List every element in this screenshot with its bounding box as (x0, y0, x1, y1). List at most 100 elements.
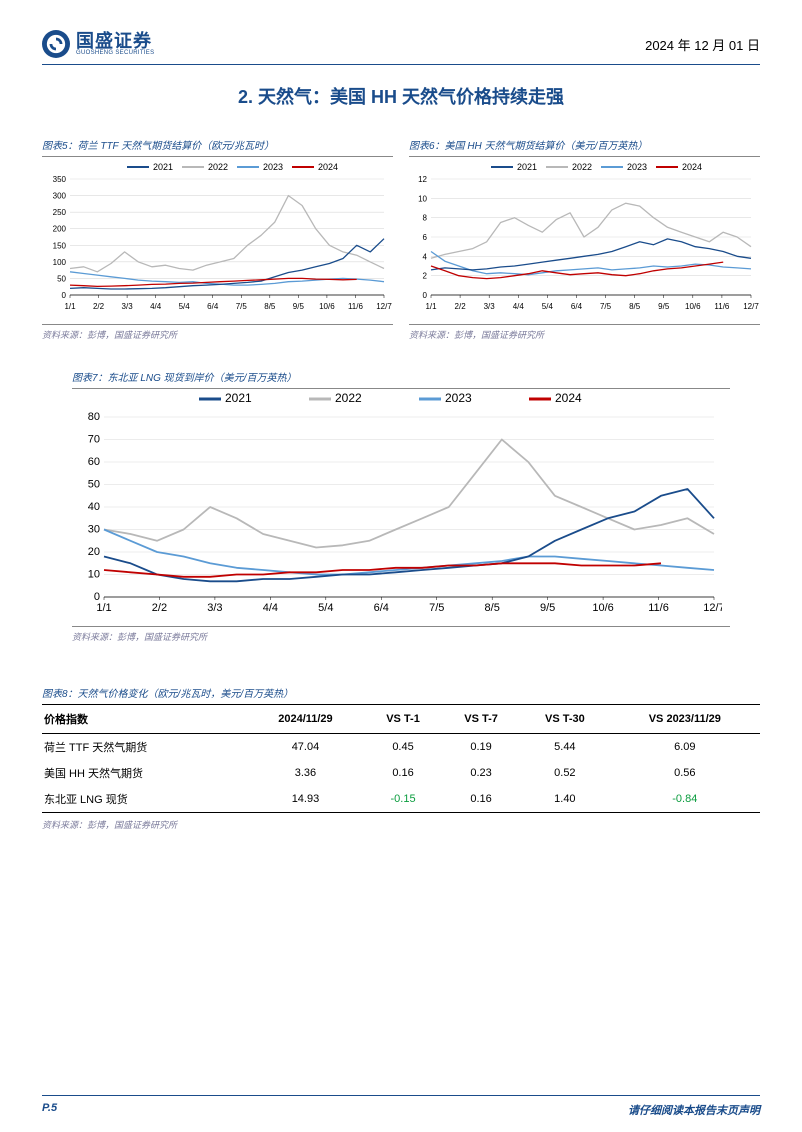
svg-text:2/2: 2/2 (152, 602, 167, 614)
svg-text:2024: 2024 (555, 391, 582, 405)
chart-5-title: 图表5：荷兰 TTF 天然气期货结算价（欧元/兆瓦时） (42, 137, 393, 152)
table-cell: 0.45 (364, 734, 442, 761)
table-cell: -0.84 (610, 786, 760, 813)
footer-disclaimer: 请仔细阅读本报告末页声明 (628, 1102, 760, 1118)
svg-text:150: 150 (53, 241, 67, 250)
svg-text:2021: 2021 (153, 162, 173, 172)
svg-text:2022: 2022 (208, 162, 228, 172)
svg-text:12/7: 12/7 (376, 302, 392, 311)
chart-7-source: 资料来源：彭博，国盛证券研究所 (72, 626, 730, 643)
svg-text:1/1: 1/1 (96, 602, 111, 614)
table-row: 荷兰 TTF 天然气期货47.040.450.195.446.09 (42, 734, 760, 761)
svg-text:2022: 2022 (335, 391, 362, 405)
svg-text:5/4: 5/4 (179, 302, 191, 311)
company-name-en: GUOSHENG SECURITIES (76, 50, 154, 56)
table-cell: 东北亚 LNG 现货 (42, 786, 247, 813)
svg-text:11/6: 11/6 (714, 302, 730, 311)
svg-text:12: 12 (418, 175, 427, 184)
chart-7-title: 图表7：东北亚 LNG 现货到岸价（美元/百万英热） (72, 369, 730, 384)
table-row: 东北亚 LNG 现货14.93-0.150.161.40-0.84 (42, 786, 760, 813)
table-cell: 5.44 (520, 734, 610, 761)
svg-text:7/5: 7/5 (236, 302, 248, 311)
svg-text:12/7: 12/7 (743, 302, 759, 311)
chart-6-title: 图表6：美国 HH 天然气期货结算价（美元/百万英热） (409, 137, 760, 152)
svg-text:3/3: 3/3 (207, 602, 222, 614)
logo-icon (42, 30, 70, 58)
svg-text:20: 20 (88, 546, 100, 558)
table-cell: 0.56 (610, 760, 760, 786)
svg-text:2023: 2023 (263, 162, 283, 172)
table-cell: 6.09 (610, 734, 760, 761)
svg-text:2021: 2021 (225, 391, 252, 405)
svg-text:2023: 2023 (445, 391, 472, 405)
svg-text:2/2: 2/2 (455, 302, 467, 311)
svg-text:200: 200 (53, 225, 67, 234)
svg-text:9/5: 9/5 (293, 302, 305, 311)
svg-text:2/2: 2/2 (93, 302, 105, 311)
section-title: 2. 天然气：美国 HH 天然气价格持续走强 (42, 83, 760, 109)
page-number: P.5 (42, 1102, 57, 1118)
table-cell: 14.93 (247, 786, 364, 813)
chart-5-source: 资料来源：彭博，国盛证券研究所 (42, 324, 393, 341)
svg-text:350: 350 (53, 175, 67, 184)
svg-text:30: 30 (88, 524, 100, 536)
svg-text:2024: 2024 (682, 162, 702, 172)
table-header-cell: VS T-30 (520, 705, 610, 734)
svg-text:300: 300 (53, 192, 67, 201)
svg-text:250: 250 (53, 208, 67, 217)
svg-text:2021: 2021 (517, 162, 537, 172)
svg-text:6/4: 6/4 (374, 602, 389, 614)
svg-text:10/6: 10/6 (319, 302, 335, 311)
table-cell: 47.04 (247, 734, 364, 761)
svg-text:8/5: 8/5 (264, 302, 276, 311)
svg-text:10/6: 10/6 (592, 602, 613, 614)
svg-text:10/6: 10/6 (685, 302, 701, 311)
chart-7: 图表7：东北亚 LNG 现货到岸价（美元/百万英热） 2021 2022 2023 2… (42, 369, 760, 643)
svg-text:0: 0 (62, 291, 67, 300)
svg-text:8/5: 8/5 (629, 302, 641, 311)
svg-text:11/6: 11/6 (348, 302, 364, 311)
svg-text:7/5: 7/5 (429, 602, 444, 614)
svg-text:6: 6 (423, 233, 428, 242)
svg-text:12/7: 12/7 (703, 602, 722, 614)
svg-text:2023: 2023 (627, 162, 647, 172)
table-header-cell: VS 2023/11/29 (610, 705, 760, 734)
svg-text:60: 60 (88, 456, 100, 468)
table-8: 图表8：天然气价格变化（欧元/兆瓦时，美元/百万英热） 价格指数2024/11/… (42, 685, 760, 831)
svg-text:8: 8 (423, 214, 428, 223)
table-header-cell: 2024/11/29 (247, 705, 364, 734)
table-cell: 荷兰 TTF 天然气期货 (42, 734, 247, 761)
svg-text:4/4: 4/4 (150, 302, 162, 311)
svg-text:4: 4 (423, 252, 428, 261)
page-footer: P.5 请仔细阅读本报告末页声明 (42, 1095, 760, 1118)
svg-text:1/1: 1/1 (425, 302, 437, 311)
svg-text:3/3: 3/3 (484, 302, 496, 311)
svg-text:100: 100 (53, 258, 67, 267)
section-title-hh: HH (371, 87, 397, 107)
chart-7-svg: 2021202220232024010203040506070801/12/23… (72, 389, 722, 619)
svg-text:2: 2 (423, 272, 428, 281)
svg-text:1/1: 1/1 (64, 302, 76, 311)
table-cell: 美国 HH 天然气期货 (42, 760, 247, 786)
table-header-cell: VS T-7 (442, 705, 520, 734)
svg-text:11/6: 11/6 (648, 602, 669, 614)
chart-6: 图表6：美国 HH 天然气期货结算价（美元/百万英热） 202120222023… (409, 137, 760, 341)
chart-6-svg: 20212022202320240246810121/12/23/34/45/4… (409, 157, 759, 317)
svg-text:5/4: 5/4 (542, 302, 554, 311)
svg-text:80: 80 (88, 411, 100, 423)
section-title-prefix: 2. 天然气：美国 (238, 87, 371, 107)
svg-text:8/5: 8/5 (485, 602, 500, 614)
table-cell: 3.36 (247, 760, 364, 786)
report-date: 2024 年 12 月 01 日 (645, 35, 760, 54)
table-cell: 0.52 (520, 760, 610, 786)
table-8-source: 资料来源：彭博，国盛证券研究所 (42, 815, 760, 831)
svg-text:9/5: 9/5 (658, 302, 670, 311)
chart-6-source: 资料来源：彭博，国盛证券研究所 (409, 324, 760, 341)
svg-text:4/4: 4/4 (513, 302, 525, 311)
table-cell: 0.23 (442, 760, 520, 786)
table-cell: 0.16 (364, 760, 442, 786)
section-title-suffix: 天然气价格持续走强 (397, 87, 564, 107)
svg-text:6/4: 6/4 (207, 302, 219, 311)
page-header: 国盛证券 GUOSHENG SECURITIES 2024 年 12 月 01 … (42, 30, 760, 65)
svg-text:5/4: 5/4 (318, 602, 333, 614)
